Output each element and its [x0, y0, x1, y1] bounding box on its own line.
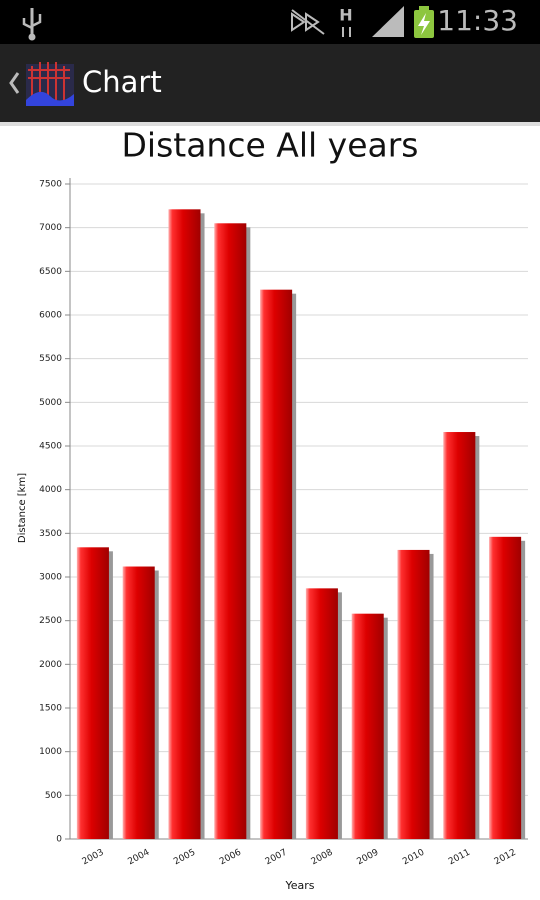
bar — [351, 613, 384, 839]
usb-icon — [22, 8, 42, 41]
y-tick-label: 5500 — [39, 354, 62, 364]
y-tick-label: 0 — [56, 835, 62, 845]
network-type: H — [339, 6, 352, 25]
y-tick-label: 3000 — [39, 573, 62, 583]
mute-slash — [291, 9, 325, 35]
battery-tip — [419, 6, 429, 10]
bar — [76, 547, 109, 839]
bar — [489, 536, 522, 839]
x-tick-label: 2006 — [218, 848, 243, 868]
signal-icon — [372, 6, 404, 37]
usb-branches — [22, 14, 42, 30]
y-tick-label: 1000 — [39, 747, 62, 757]
bar — [260, 289, 293, 839]
y-axis-title: Distance [km] — [17, 473, 28, 543]
y-tick-label: 3500 — [39, 529, 62, 539]
y-tick-label: 4500 — [39, 442, 62, 452]
x-tick-label: 2011 — [447, 848, 472, 868]
app-bar — [0, 44, 540, 122]
mute-icon — [291, 9, 325, 35]
plot: 0 500 1000 1500 2000 2500 3000 3500 4000 4500 5000… — [39, 178, 528, 867]
up-button[interactable]: Chart — [9, 62, 162, 106]
bar — [122, 566, 155, 839]
x-tick-label: 2010 — [401, 848, 426, 868]
app-icon — [26, 62, 74, 106]
y-tick-label: 5000 — [39, 398, 62, 408]
x-tick-label: 2012 — [493, 848, 518, 868]
app-bar-shadow — [0, 122, 540, 126]
y-tick-label: 6000 — [39, 311, 62, 321]
bar — [214, 223, 247, 840]
status-bar — [0, 0, 540, 44]
y-tick-label: 7000 — [39, 223, 62, 233]
x-tick-label: 2008 — [310, 848, 335, 868]
clock: 11:33 — [437, 4, 518, 37]
icon-wave — [26, 91, 74, 106]
x-tick-label: 2007 — [264, 848, 289, 868]
chart-title: Distance All years — [122, 126, 419, 165]
x-tick-label: 2009 — [355, 848, 380, 868]
y-tick-label: 1500 — [39, 704, 62, 714]
bar — [443, 432, 476, 839]
y-tick-label: 2500 — [39, 616, 62, 626]
usb-dot — [28, 33, 36, 41]
y-tick-label: 4000 — [39, 485, 62, 495]
charging-bolt — [418, 13, 430, 35]
x-tick-label: 2004 — [126, 848, 151, 868]
x-tick-label: 2005 — [172, 848, 197, 868]
y-tick-label: 7500 — [39, 180, 62, 190]
app-title: Chart — [82, 65, 162, 99]
bar — [397, 549, 430, 839]
back-caret — [9, 72, 20, 94]
bar — [168, 209, 201, 839]
x-tick-label: 2003 — [81, 848, 106, 868]
y-tick-label: 2000 — [39, 660, 62, 670]
icon-bars — [28, 62, 70, 100]
y-tick-label: 6500 — [39, 267, 62, 277]
x-axis-title: Years — [284, 879, 314, 892]
network-arrows — [342, 27, 351, 37]
y-tick-label: 500 — [45, 791, 62, 801]
bar — [305, 588, 338, 839]
